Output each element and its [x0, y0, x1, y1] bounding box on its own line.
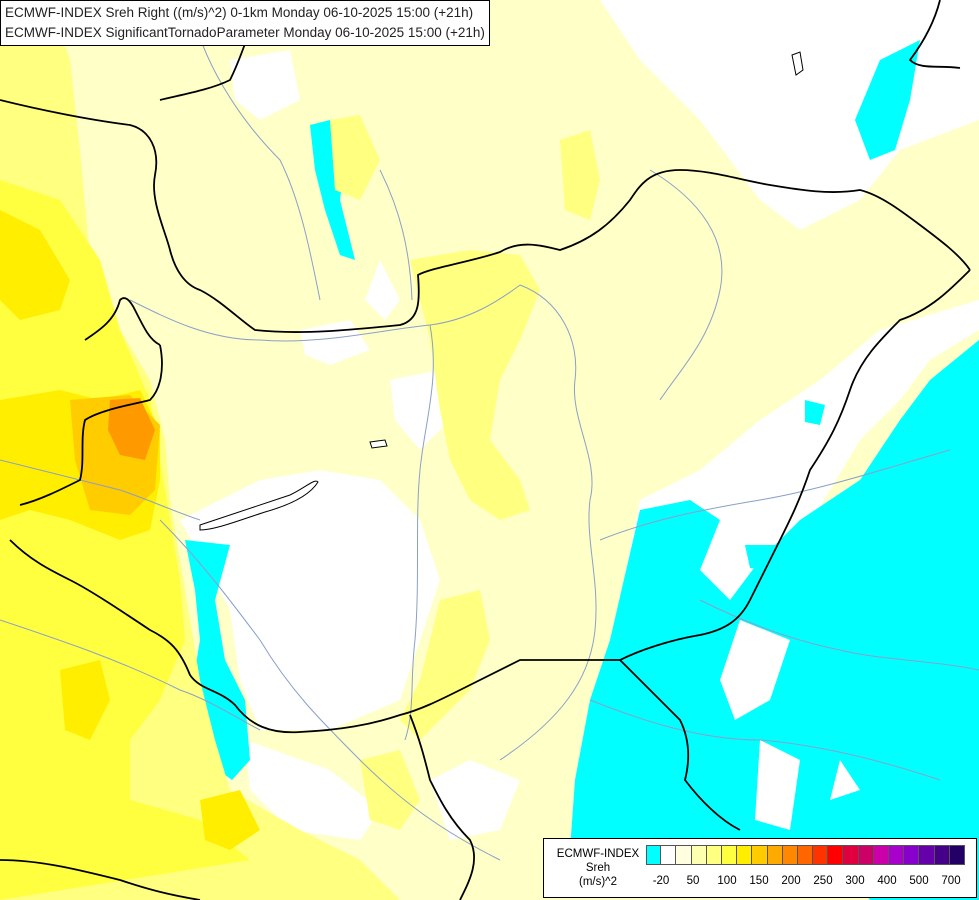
legend-tick-label: 100 — [717, 875, 737, 887]
title-line-2: ECMWF-INDEX SignificantTornadoParameter … — [5, 25, 485, 40]
legend-swatch — [949, 845, 965, 865]
legend-swatch — [721, 845, 738, 865]
legend-swatch — [873, 845, 889, 865]
legend-swatch — [706, 845, 722, 865]
legend-swatch — [828, 845, 844, 865]
legend-swatches — [646, 845, 965, 865]
rivers — [0, 0, 979, 861]
legend-swatch — [889, 845, 905, 865]
legend-param: Sreh — [585, 862, 611, 874]
legend-swatch — [934, 845, 950, 865]
legend-tick-label: 50 — [686, 875, 700, 887]
legend-swatch — [646, 845, 662, 865]
legend-swatch — [782, 845, 798, 865]
color-legend: ECMWF-INDEX Sreh (m/s)^2 -20 50 100 150 200 2… — [543, 838, 977, 898]
legend-swatch — [904, 845, 920, 865]
legend-swatch — [691, 845, 707, 865]
legend-tick-label: 300 — [845, 875, 865, 887]
legend-tick-label: 200 — [781, 875, 801, 887]
legend-swatch — [676, 845, 692, 865]
legend-ticks: -20 50 100 150 200 250 300 400 500 700 — [644, 875, 974, 891]
legend-swatch — [813, 845, 829, 865]
legend-swatch — [919, 845, 935, 865]
legend-tick-label: 700 — [941, 875, 961, 887]
legend-tick-label: 400 — [877, 875, 897, 887]
title-box: ECMWF-INDEX Sreh Right ((m/s)^2) 0-1km M… — [0, 0, 490, 46]
legend-swatch — [843, 845, 859, 865]
legend-tick-label: 250 — [813, 875, 833, 887]
legend-tick-label: 150 — [749, 875, 769, 887]
legend-swatch — [737, 845, 753, 865]
legend-swatch — [767, 845, 783, 865]
legend-swatch — [858, 845, 874, 865]
legend-swatch — [797, 845, 814, 865]
title-line-1: ECMWF-INDEX Sreh Right ((m/s)^2) 0-1km M… — [5, 5, 474, 20]
legend-tick-label: 500 — [909, 875, 929, 887]
legend-title: ECMWF-INDEX Sreh (m/s)^2 — [548, 847, 648, 889]
lakes — [199, 51, 804, 531]
legend-swatch — [752, 845, 768, 865]
yellow-areas — [0, 0, 600, 900]
legend-unit: (m/s)^2 — [579, 876, 617, 888]
white-areas — [180, 0, 979, 840]
legend-source: ECMWF-INDEX — [556, 848, 640, 860]
legend-tick-label: -20 — [652, 875, 670, 887]
legend-swatch — [661, 845, 677, 865]
